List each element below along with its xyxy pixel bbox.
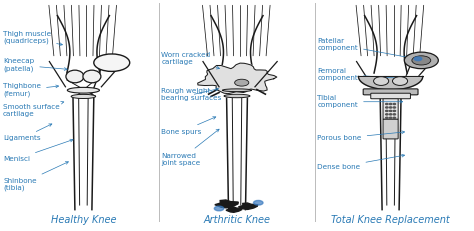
Circle shape [404, 52, 438, 69]
Ellipse shape [222, 89, 252, 92]
Polygon shape [358, 76, 423, 90]
Ellipse shape [392, 77, 408, 85]
FancyBboxPatch shape [383, 119, 398, 139]
Text: Arthritic Knee: Arthritic Knee [203, 215, 271, 225]
Polygon shape [238, 203, 257, 210]
Circle shape [414, 57, 422, 61]
Text: Porous bone: Porous bone [318, 131, 404, 141]
Ellipse shape [66, 70, 84, 83]
Circle shape [393, 114, 396, 115]
Text: Shinbone
(tibia): Shinbone (tibia) [3, 162, 68, 191]
Circle shape [390, 117, 392, 118]
Text: Thighbone
(femur): Thighbone (femur) [3, 83, 59, 97]
Ellipse shape [224, 94, 250, 98]
Text: Kneecap
(patella): Kneecap (patella) [3, 58, 67, 72]
Circle shape [386, 103, 388, 105]
Text: Narrowed
joint space: Narrowed joint space [161, 129, 219, 166]
Polygon shape [215, 200, 238, 208]
FancyBboxPatch shape [363, 89, 418, 95]
FancyBboxPatch shape [383, 98, 398, 119]
Text: Worn cracked
cartilage: Worn cracked cartilage [161, 52, 219, 69]
Circle shape [412, 56, 431, 65]
Circle shape [393, 117, 396, 118]
Text: Femoral
component: Femoral component [318, 68, 404, 81]
Circle shape [390, 114, 392, 115]
Text: Smooth surface
cartilage: Smooth surface cartilage [3, 101, 64, 117]
Circle shape [393, 107, 396, 108]
Ellipse shape [374, 77, 389, 85]
Ellipse shape [83, 70, 101, 83]
Circle shape [393, 110, 396, 112]
Circle shape [390, 103, 392, 105]
Ellipse shape [71, 94, 96, 98]
Text: Rough weight-
bearing surfaces: Rough weight- bearing surfaces [161, 88, 222, 101]
Text: Menisci: Menisci [3, 139, 73, 162]
Circle shape [94, 54, 130, 71]
Ellipse shape [235, 79, 249, 86]
Ellipse shape [67, 87, 100, 93]
Circle shape [386, 110, 388, 112]
Circle shape [386, 107, 388, 108]
Text: Dense bone: Dense bone [318, 154, 405, 170]
Text: Ligaments: Ligaments [3, 124, 52, 141]
Circle shape [214, 206, 224, 211]
Polygon shape [226, 207, 242, 212]
Text: Bone spurs: Bone spurs [161, 117, 216, 135]
Circle shape [390, 110, 392, 112]
Text: Thigh muscle
(quadriceps): Thigh muscle (quadriceps) [3, 31, 63, 46]
Circle shape [386, 114, 388, 115]
Text: Healthy Knee: Healthy Knee [51, 215, 116, 225]
Polygon shape [198, 63, 277, 94]
Text: Tibial
component: Tibial component [318, 95, 402, 108]
Text: Total Knee Replacement: Total Knee Replacement [331, 215, 450, 225]
Circle shape [254, 201, 263, 205]
Circle shape [390, 107, 392, 108]
Circle shape [393, 103, 396, 105]
Text: Patellar
component: Patellar component [318, 38, 409, 58]
Circle shape [386, 117, 388, 118]
FancyBboxPatch shape [371, 93, 410, 99]
